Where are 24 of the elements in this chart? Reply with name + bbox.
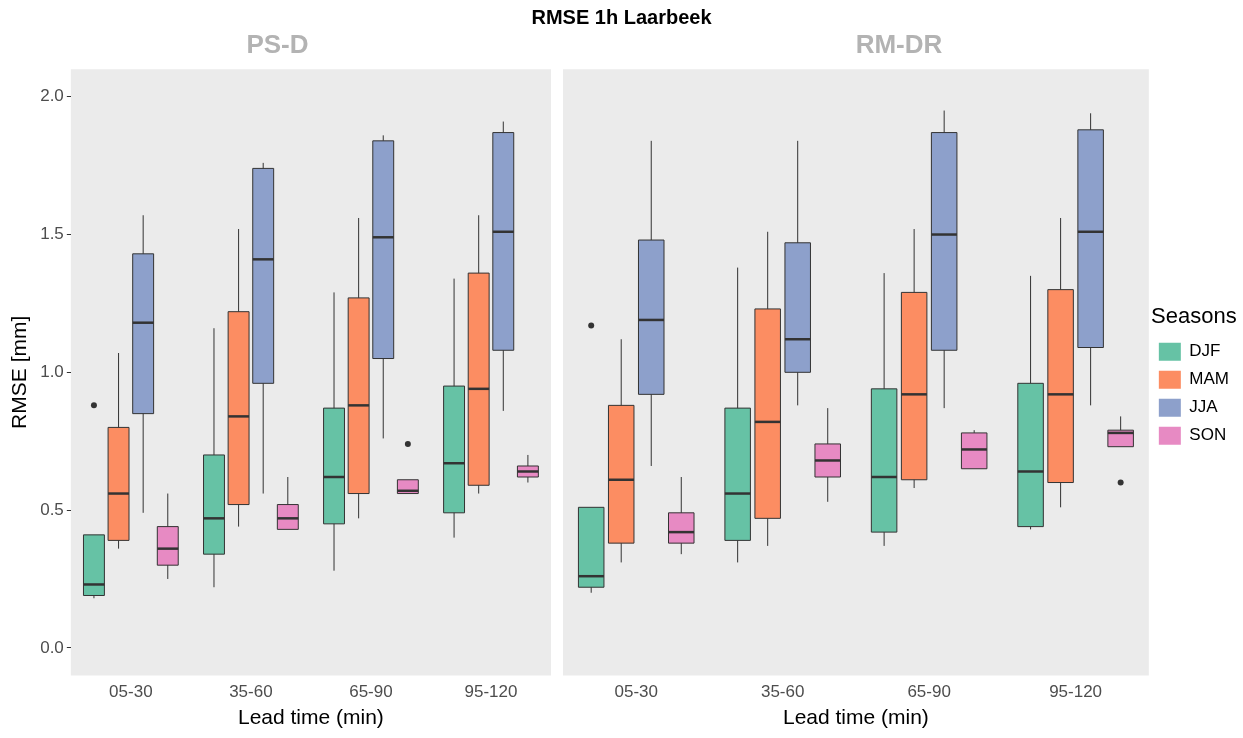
x-tick-label: 35-60 <box>760 682 805 702</box>
x-axis-title: Lead time (min) <box>782 705 929 729</box>
y-tick-label: 2.0 <box>40 86 64 106</box>
legend-label: SON <box>1189 425 1227 445</box>
x-axis-title: Lead time (min) <box>237 705 384 729</box>
x-tick-label: 95-120 <box>464 682 518 702</box>
chart-title: RMSE 1h Laarbeek <box>530 6 713 29</box>
legend-label: MAM <box>1189 369 1230 389</box>
y-axis-title: RMSE [mm] <box>7 315 31 429</box>
y-tick-label: 1.5 <box>40 224 64 244</box>
legend-label: JJA <box>1189 397 1219 417</box>
y-tick-label: 0.0 <box>40 637 64 657</box>
chart-subtitle: RM-DR <box>855 28 943 59</box>
legend-label: DJF <box>1189 341 1221 361</box>
y-tick-label: 1.0 <box>40 361 64 381</box>
x-tick-label: 95-120 <box>1049 682 1103 702</box>
y-tick-label: 0.5 <box>40 499 64 519</box>
x-tick-label: 05-30 <box>109 682 153 702</box>
x-tick-label: 65-90 <box>349 682 393 702</box>
legend-title: Seasons <box>1151 303 1237 329</box>
x-tick-label: 65-90 <box>907 682 951 702</box>
x-tick-label: 35-60 <box>229 682 273 702</box>
x-tick-label: 05-30 <box>614 682 658 702</box>
chart-subtitle: PS-D <box>246 28 309 59</box>
